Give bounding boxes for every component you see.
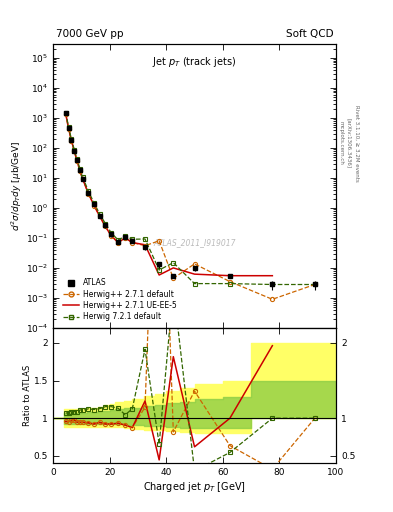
- Text: mcplots.cern.ch: mcplots.cern.ch: [339, 121, 344, 165]
- Y-axis label: $d^2\sigma/dp_{T}dy$ [$\mu$b/GeV]: $d^2\sigma/dp_{T}dy$ [$\mu$b/GeV]: [10, 141, 24, 231]
- X-axis label: Charged jet $p_T$ [GeV]: Charged jet $p_T$ [GeV]: [143, 480, 246, 494]
- Text: [arXiv:1306.3436]: [arXiv:1306.3436]: [347, 118, 352, 168]
- Legend: ATLAS, Herwig++ 2.7.1 default, Herwig++ 2.7.1 UE-EE-5, Herwig 7.2.1 default: ATLAS, Herwig++ 2.7.1 default, Herwig++ …: [62, 279, 177, 321]
- Text: 7000 GeV pp: 7000 GeV pp: [56, 29, 123, 39]
- Text: Rivet 3.1.10, ≥ 3.2M events: Rivet 3.1.10, ≥ 3.2M events: [354, 105, 360, 182]
- Text: Jet $p_T$ (track jets): Jet $p_T$ (track jets): [152, 55, 237, 69]
- Text: ATLAS_2011_I919017: ATLAS_2011_I919017: [153, 238, 236, 247]
- Text: Soft QCD: Soft QCD: [286, 29, 333, 39]
- Y-axis label: Ratio to ATLAS: Ratio to ATLAS: [24, 365, 33, 426]
